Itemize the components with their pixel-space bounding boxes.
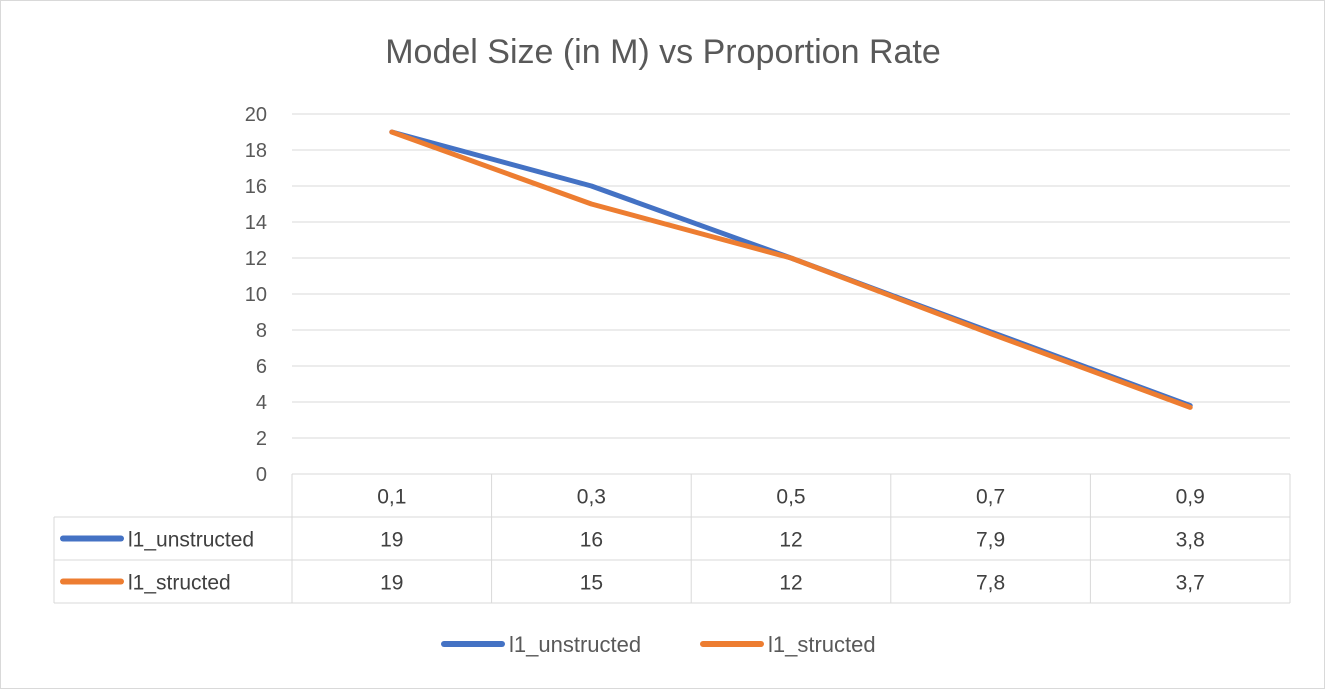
y-tick-label: 20 bbox=[245, 104, 267, 126]
y-tick-label: 14 bbox=[245, 212, 267, 234]
series-line-l1_structed bbox=[389, 129, 1193, 410]
y-tick-label: 10 bbox=[245, 284, 267, 306]
table-cell-value: 12 bbox=[779, 529, 802, 552]
x-category-label: 0,7 bbox=[976, 486, 1005, 509]
plot-series bbox=[389, 129, 1193, 410]
y-tick-label: 8 bbox=[256, 320, 267, 342]
table-cell-value: 15 bbox=[580, 572, 603, 595]
y-tick-label: 16 bbox=[245, 176, 267, 198]
table-cell-value: 19 bbox=[380, 529, 403, 552]
y-tick-label: 6 bbox=[256, 356, 267, 378]
table-cell-value: 7,9 bbox=[976, 529, 1005, 552]
table-cell-value: 7,8 bbox=[976, 572, 1005, 595]
table-cell-value: 16 bbox=[580, 529, 603, 552]
y-tick-label: 4 bbox=[256, 392, 267, 414]
legend-label: l1_structed bbox=[768, 632, 876, 657]
data-table: 0,1 0,3 0,5 0,7 0,9 l1_unstructed 19 16 12 7,9 3,8… bbox=[53, 473, 1291, 604]
legend-label: l1_unstructed bbox=[509, 632, 641, 657]
legend: l1_unstructed l1_structed bbox=[441, 632, 876, 657]
y-tick-label: 0 bbox=[256, 464, 267, 486]
y-tick-label: 2 bbox=[256, 428, 267, 450]
x-category-label: 0,5 bbox=[776, 486, 805, 509]
table-cell-value: 19 bbox=[380, 572, 403, 595]
table-series-name: l1_unstructed bbox=[128, 529, 254, 552]
x-category-label: 0,9 bbox=[1176, 486, 1205, 509]
table-cell-value: 3,8 bbox=[1176, 529, 1205, 552]
chart-title: Model Size (in M) vs Proportion Rate bbox=[385, 33, 941, 71]
y-axis-ticks: 0 2 4 6 8 10 12 14 16 18 20 bbox=[245, 104, 267, 486]
x-category-label: 0,3 bbox=[577, 486, 606, 509]
y-tick-label: 18 bbox=[245, 140, 267, 162]
table-series-name: l1_structed bbox=[128, 572, 231, 595]
y-tick-label: 12 bbox=[245, 248, 267, 270]
table-cell-value: 3,7 bbox=[1176, 572, 1205, 595]
table-cell-value: 12 bbox=[779, 572, 802, 595]
x-category-label: 0,1 bbox=[377, 486, 406, 509]
